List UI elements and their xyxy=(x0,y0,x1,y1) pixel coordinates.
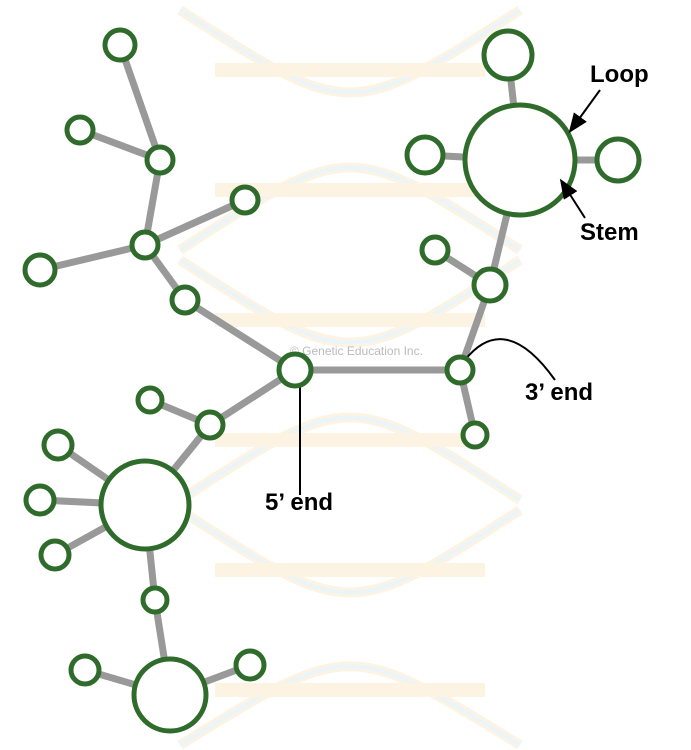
node-ul_j2 xyxy=(132,232,158,258)
three-prime-arc xyxy=(465,339,555,380)
node-ul_branch_r xyxy=(232,187,258,213)
node-center xyxy=(279,354,311,386)
node-bl3_l xyxy=(71,656,99,684)
node-big_loop3 xyxy=(134,659,206,731)
loop-label: Loop xyxy=(590,61,649,88)
stem-edge xyxy=(185,300,295,370)
end5-label: 5’ end xyxy=(265,489,333,516)
stem_arrow-arrow xyxy=(562,182,585,218)
node-big_loop2 xyxy=(101,461,189,549)
node-ul_up_j xyxy=(147,147,173,173)
loop_arrow-arrow xyxy=(571,90,600,130)
node-bl3_r xyxy=(236,651,264,679)
node-right_center xyxy=(447,357,473,383)
end3-label: 3’ end xyxy=(525,379,593,406)
node-loop_top xyxy=(484,31,532,79)
node-ul_top xyxy=(105,30,135,60)
node-bl2_sw xyxy=(41,541,69,569)
node-ul_j1 xyxy=(172,287,198,313)
watermark-text: © Genetic Education Inc. xyxy=(290,344,423,358)
node-bl2_w xyxy=(26,486,54,514)
node-ul_left xyxy=(25,255,55,285)
node-ul_up_l xyxy=(67,117,93,143)
node-ll_j1 xyxy=(197,412,223,438)
node-bl2_nw xyxy=(44,431,72,459)
node-down_r1 xyxy=(463,423,487,447)
node-tr_small xyxy=(422,237,448,263)
node-loop_left xyxy=(407,137,443,173)
node-ll_j1_l xyxy=(138,388,162,412)
stem-edge xyxy=(120,45,160,160)
node-loop_right xyxy=(597,139,639,181)
node-big_loop xyxy=(465,105,575,215)
node-bl2_s xyxy=(143,588,167,612)
node-junction_tr xyxy=(474,269,506,301)
stem-label: Stem xyxy=(580,219,639,246)
